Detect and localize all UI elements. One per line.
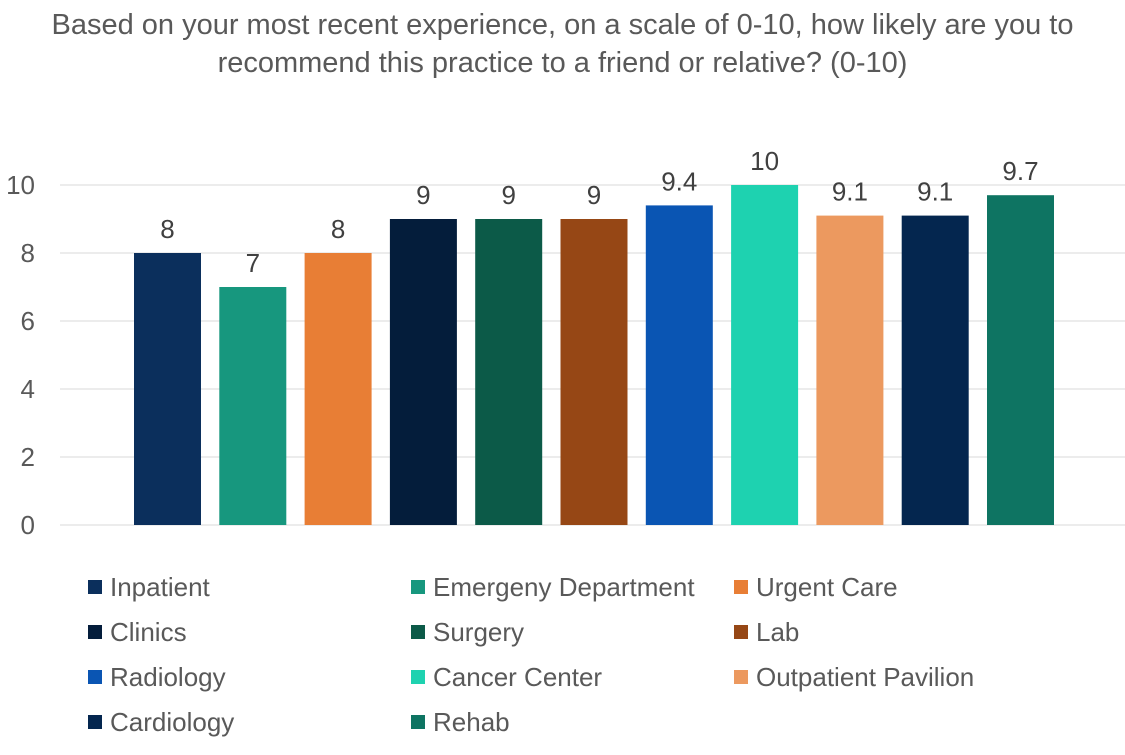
y-tick-label: 8 — [21, 238, 35, 268]
data-label: 9 — [501, 180, 515, 210]
data-label: 9 — [416, 180, 430, 210]
bar-cancer-center — [731, 185, 799, 525]
data-label: 9.7 — [1002, 156, 1038, 186]
bar-lab — [560, 219, 628, 525]
data-label: 9.1 — [832, 177, 868, 207]
data-label: 8 — [160, 214, 174, 244]
bar-outpatient-pavilion — [816, 215, 884, 525]
bar-radiology — [645, 205, 713, 525]
data-label: 8 — [331, 214, 345, 244]
data-label: 9.4 — [661, 166, 697, 196]
bar-clinics — [389, 219, 457, 525]
y-tick-label: 4 — [21, 374, 35, 404]
y-tick-label: 0 — [21, 510, 35, 540]
bar-surgery — [475, 219, 543, 525]
data-label: 10 — [750, 146, 779, 176]
bar-emergeny-department — [219, 287, 287, 525]
bar-inpatient — [134, 253, 201, 525]
data-label: 9.1 — [917, 177, 953, 207]
data-label: 9 — [587, 180, 601, 210]
data-label: 7 — [246, 248, 260, 278]
y-tick-label: 2 — [21, 442, 35, 472]
y-tick-label: 10 — [6, 170, 35, 200]
bar-urgent-care — [304, 253, 372, 525]
chart-title: Based on your most recent experience, on… — [51, 9, 1074, 79]
y-tick-label: 6 — [21, 306, 35, 336]
bar-cardiology — [901, 215, 969, 525]
bar-rehab — [987, 195, 1054, 525]
